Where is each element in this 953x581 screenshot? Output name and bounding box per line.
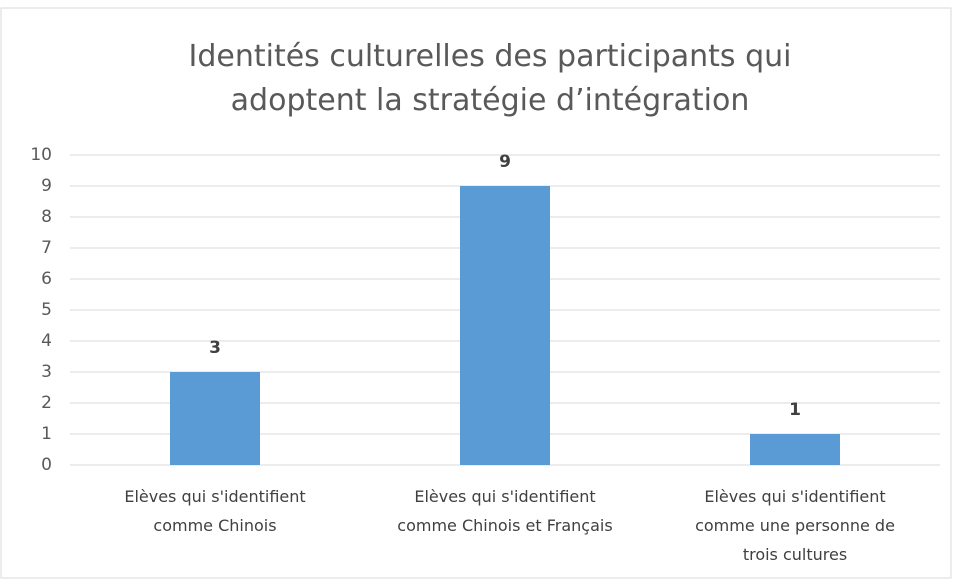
chart-title: Identités culturelles des participants q… xyxy=(188,39,791,118)
data-label: 3 xyxy=(209,338,221,358)
x-tick-label: Elèves qui s'identifient comme Chinois et… xyxy=(397,487,612,535)
bar xyxy=(170,372,260,465)
y-tick-label: 10 xyxy=(30,145,52,165)
y-tick-label: 8 xyxy=(41,207,52,227)
y-tick-label: 5 xyxy=(41,300,52,320)
data-label: 1 xyxy=(789,400,801,420)
bar xyxy=(460,186,550,465)
bar xyxy=(750,434,840,465)
y-tick-label: 7 xyxy=(41,238,52,258)
x-tick-label: Elèves qui s'identifient comme Chinois xyxy=(124,487,305,535)
y-tick-label: 9 xyxy=(41,176,52,196)
x-tick-label: Elèves qui s'identifient comme une person… xyxy=(695,487,895,564)
y-tick-label: 6 xyxy=(41,269,52,289)
y-tick-label: 2 xyxy=(41,393,52,413)
y-tick-label: 4 xyxy=(41,331,52,351)
y-tick-label: 0 xyxy=(41,455,52,475)
data-label: 9 xyxy=(499,152,511,172)
y-tick-label: 3 xyxy=(41,362,52,382)
y-tick-label: 1 xyxy=(41,424,52,444)
